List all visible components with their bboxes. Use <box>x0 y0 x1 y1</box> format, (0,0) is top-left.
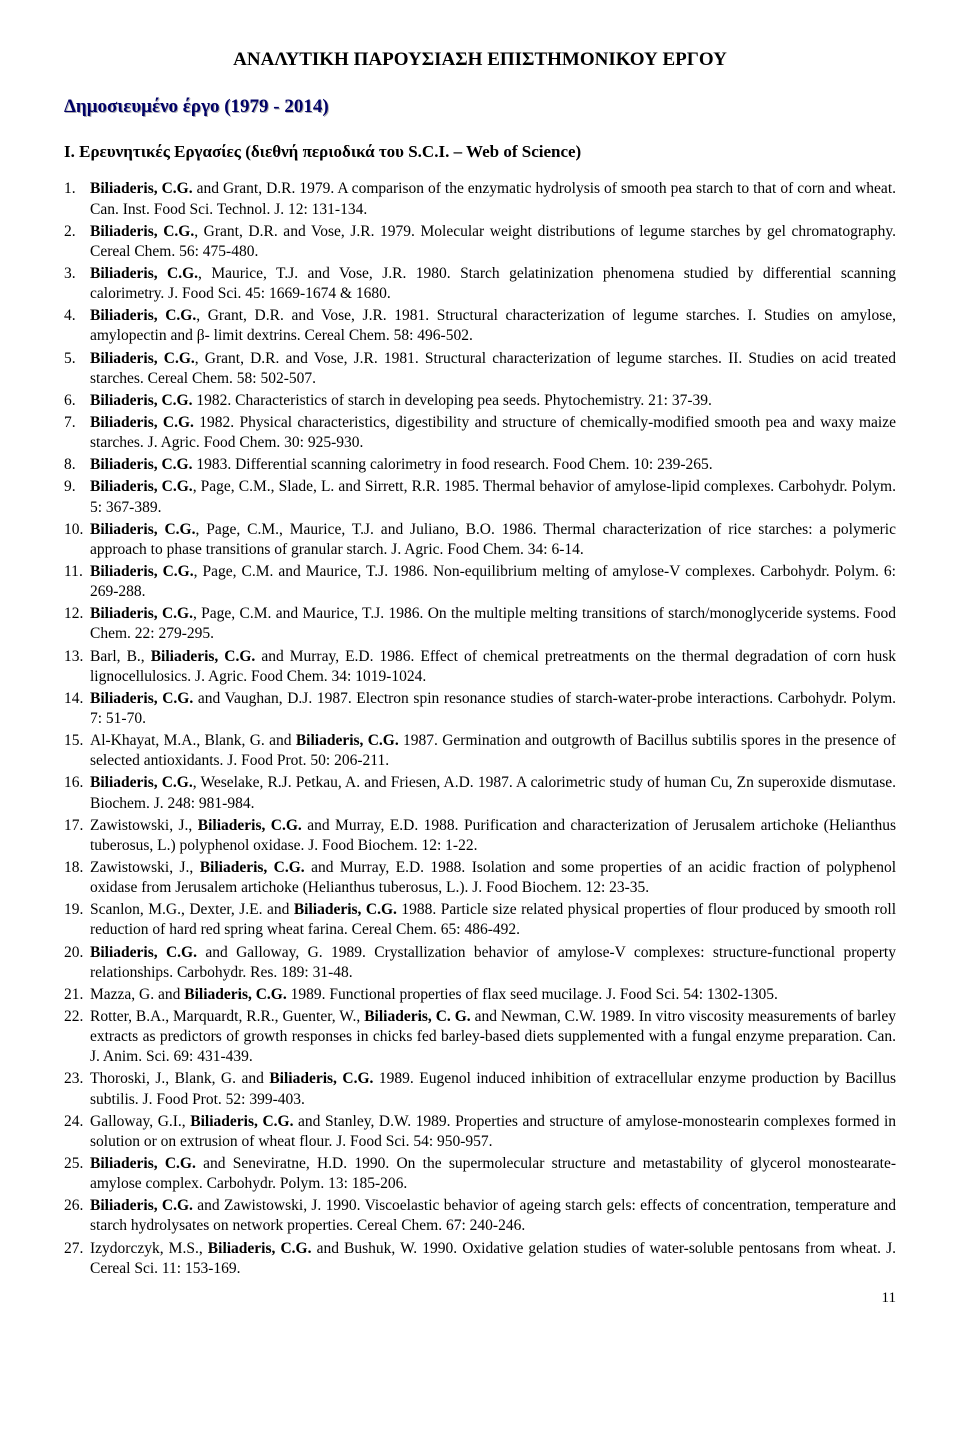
reference-item: Biliaderis, C.G. 1983. Differential scan… <box>64 455 896 475</box>
reference-item: Biliaderis, C.G., Weselake, R.J. Petkau,… <box>64 773 896 813</box>
reference-item: Biliaderis, C.G., Grant, D.R. and Vose, … <box>64 306 896 346</box>
reference-item: Galloway, G.I., Biliaderis, C.G. and Sta… <box>64 1112 896 1152</box>
reference-item: Zawistowski, J., Biliaderis, C.G. and Mu… <box>64 816 896 856</box>
reference-item: Biliaderis, C.G. and Grant, D.R. 1979. A… <box>64 179 896 219</box>
reference-item: Biliaderis, C.G. and Galloway, G. 1989. … <box>64 943 896 983</box>
reference-item: Biliaderis, C.G. and Zawistowski, J. 199… <box>64 1196 896 1236</box>
reference-item: Biliaderis, C.G. 1982. Characteristics o… <box>64 391 896 411</box>
reference-item: Rotter, B.A., Marquardt, R.R., Guenter, … <box>64 1007 896 1067</box>
reference-item: Biliaderis, C.G. and Vaughan, D.J. 1987.… <box>64 689 896 729</box>
reference-item: Biliaderis, C.G., Maurice, T.J. and Vose… <box>64 264 896 304</box>
page-title: ΑΝΑΛΥΤΙΚΗ ΠΑΡΟΥΣΙΑΣΗ ΕΠΙΣΤΗΜΟΝΙΚΟΥ ΕΡΓΟΥ <box>64 48 896 73</box>
page-subtitle: Δημοσιευμένο έργο (1979 - 2014) <box>64 95 896 120</box>
reference-item: Al-Khayat, M.A., Blank, G. and Biliaderi… <box>64 731 896 771</box>
reference-item: Biliaderis, C.G. and Seneviratne, H.D. 1… <box>64 1154 896 1194</box>
reference-item: Biliaderis, C.G., Page, C.M., Slade, L. … <box>64 477 896 517</box>
reference-item: Mazza, G. and Biliaderis, C.G. 1989. Fun… <box>64 985 896 1005</box>
reference-item: Barl, B., Biliaderis, C.G. and Murray, E… <box>64 647 896 687</box>
reference-item: Biliaderis, C.G., Page, C.M. and Maurice… <box>64 604 896 644</box>
reference-item: Biliaderis, C.G. 1982. Physical characte… <box>64 413 896 453</box>
section-heading: I. Ερευνητικές Εργασίες (διεθνή περιοδικ… <box>64 141 896 163</box>
reference-item: Izydorczyk, M.S., Biliaderis, C.G. and B… <box>64 1239 896 1279</box>
reference-item: Biliaderis, C.G., Page, C.M., Maurice, T… <box>64 520 896 560</box>
reference-item: Scanlon, M.G., Dexter, J.E. and Biliader… <box>64 900 896 940</box>
page-number: 11 <box>64 1289 896 1309</box>
reference-item: Thoroski, J., Blank, G. and Biliaderis, … <box>64 1069 896 1109</box>
reference-item: Biliaderis, C.G., Page, C.M. and Maurice… <box>64 562 896 602</box>
reference-item: Zawistowski, J., Biliaderis, C.G. and Mu… <box>64 858 896 898</box>
reference-item: Biliaderis, C.G., Grant, D.R. and Vose, … <box>64 222 896 262</box>
reference-item: Biliaderis, C.G., Grant, D.R. and Vose, … <box>64 349 896 389</box>
references-list: Biliaderis, C.G. and Grant, D.R. 1979. A… <box>64 179 896 1278</box>
